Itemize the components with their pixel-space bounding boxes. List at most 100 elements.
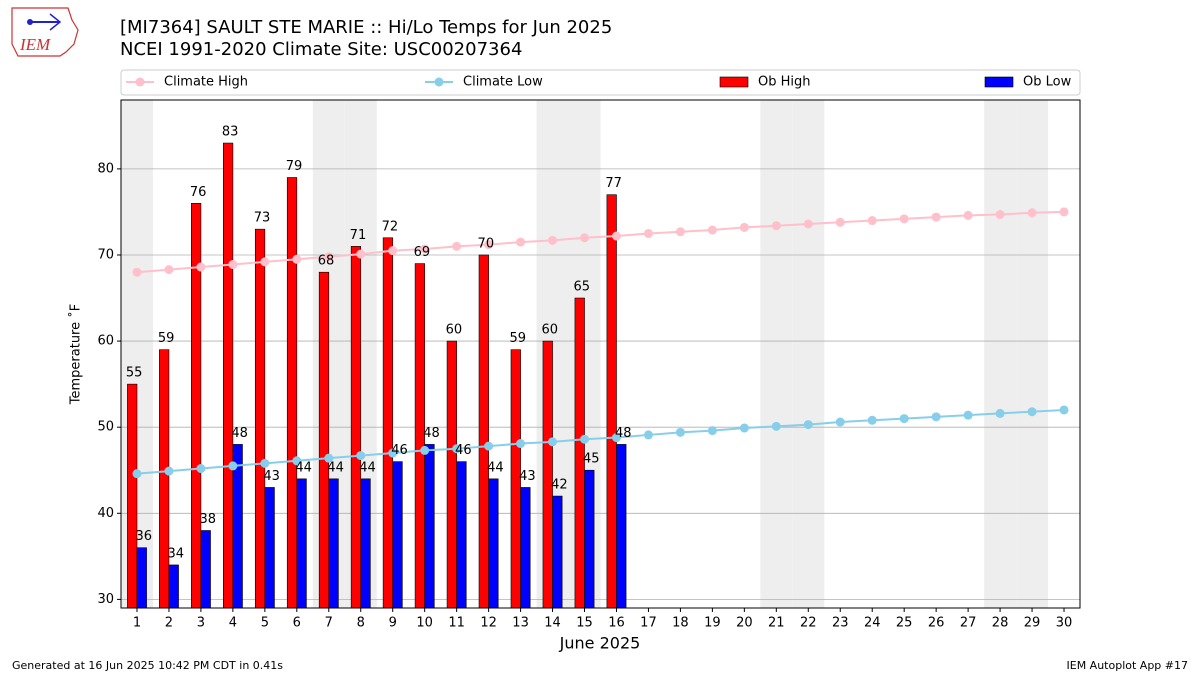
line-marker (611, 231, 621, 241)
line-marker (835, 217, 845, 227)
line-marker (867, 216, 877, 226)
x-tick-label: 30 (1056, 616, 1073, 631)
x-tick-label: 1 (133, 616, 141, 631)
x-tick-label: 8 (357, 616, 365, 631)
line-marker (899, 214, 909, 224)
line-marker (324, 453, 334, 463)
data-label: 43 (263, 469, 280, 484)
data-label: 68 (318, 254, 335, 269)
data-label: 55 (126, 366, 143, 381)
line-marker (995, 210, 1005, 220)
legend-swatch (984, 76, 1014, 88)
legend-label: Climate High (164, 75, 248, 90)
bar (616, 444, 627, 609)
x-axis-label: June 2025 (559, 634, 641, 653)
data-label: 46 (455, 443, 472, 458)
legend-label: Ob High (758, 75, 811, 90)
bar (200, 530, 211, 609)
footer-right: IEM Autoplot App #17 (1067, 659, 1189, 672)
line-marker (132, 267, 142, 277)
x-tick-label: 5 (261, 616, 269, 631)
data-label: 46 (391, 443, 408, 458)
x-tick-label: 25 (896, 616, 913, 631)
weekend-shade (792, 100, 825, 608)
x-tick-label: 10 (416, 616, 433, 631)
line-marker (548, 235, 558, 245)
y-axis-label: Temperature ˚F (68, 304, 84, 405)
line-marker (228, 461, 238, 471)
line-marker (356, 451, 366, 461)
line-marker (548, 437, 558, 447)
x-tick-label: 19 (704, 616, 721, 631)
line-marker (388, 448, 398, 458)
line-marker (388, 246, 398, 256)
x-tick-label: 23 (832, 616, 849, 631)
line-marker (707, 426, 717, 436)
weekend-shade (984, 100, 1017, 608)
bar (168, 564, 179, 609)
line-marker (260, 458, 270, 468)
y-tick-label: 70 (97, 247, 114, 262)
bar (446, 340, 457, 609)
data-label: 36 (136, 529, 153, 544)
line-marker (803, 219, 813, 229)
line-marker (771, 421, 781, 431)
bar (424, 444, 435, 609)
data-label: 42 (551, 478, 568, 493)
x-tick-label: 22 (800, 616, 817, 631)
bar (584, 469, 595, 609)
line-marker (420, 244, 430, 254)
line-marker (580, 233, 590, 243)
line-marker (484, 240, 494, 250)
line-marker (1027, 208, 1037, 218)
x-tick-label: 29 (1024, 616, 1041, 631)
data-label: 59 (510, 331, 527, 346)
plot-frame (120, 99, 1081, 609)
bar (606, 194, 617, 609)
bar (456, 461, 467, 609)
line-marker (260, 257, 270, 267)
data-label: 79 (286, 159, 303, 174)
line-marker (228, 259, 238, 269)
logo-text: IEM (19, 35, 51, 54)
line-marker (452, 444, 462, 454)
line-marker (1059, 207, 1069, 217)
x-tick-label: 7 (325, 616, 333, 631)
data-label: 44 (359, 460, 376, 475)
chart-subtitle: NCEI 1991-2020 Climate Site: USC00207364 (120, 39, 522, 60)
line-marker (580, 434, 590, 444)
line-marker (611, 433, 621, 443)
legend-marker (135, 77, 145, 87)
bar (478, 254, 489, 609)
y-tick-label: 30 (97, 592, 114, 607)
legend-label: Climate Low (463, 75, 543, 90)
line-marker (324, 252, 334, 262)
logo: IEM (11, 7, 79, 57)
legend-swatch (719, 76, 749, 88)
bar (552, 495, 563, 609)
bar (254, 228, 266, 609)
legend-label: Ob Low (1023, 75, 1072, 90)
x-tick-label: 3 (197, 616, 205, 631)
line-marker (164, 265, 174, 275)
bar (350, 246, 362, 609)
legend-box (120, 69, 1081, 96)
line-marker (420, 445, 430, 455)
data-label: 44 (487, 460, 504, 475)
data-label: 59 (158, 331, 175, 346)
x-tick-label: 28 (992, 616, 1009, 631)
weekend-shade (1016, 100, 1049, 608)
line-marker (196, 262, 206, 272)
line-marker (931, 212, 941, 222)
data-label: 48 (231, 426, 248, 441)
y-tick-label: 60 (97, 334, 114, 349)
line-marker (771, 221, 781, 231)
bar (520, 487, 531, 609)
line-marker (516, 237, 526, 247)
y-tick-label: 50 (97, 420, 114, 435)
x-tick-label: 20 (736, 616, 753, 631)
line-marker (963, 210, 973, 220)
line-marker (452, 241, 462, 251)
line-marker (356, 249, 366, 259)
